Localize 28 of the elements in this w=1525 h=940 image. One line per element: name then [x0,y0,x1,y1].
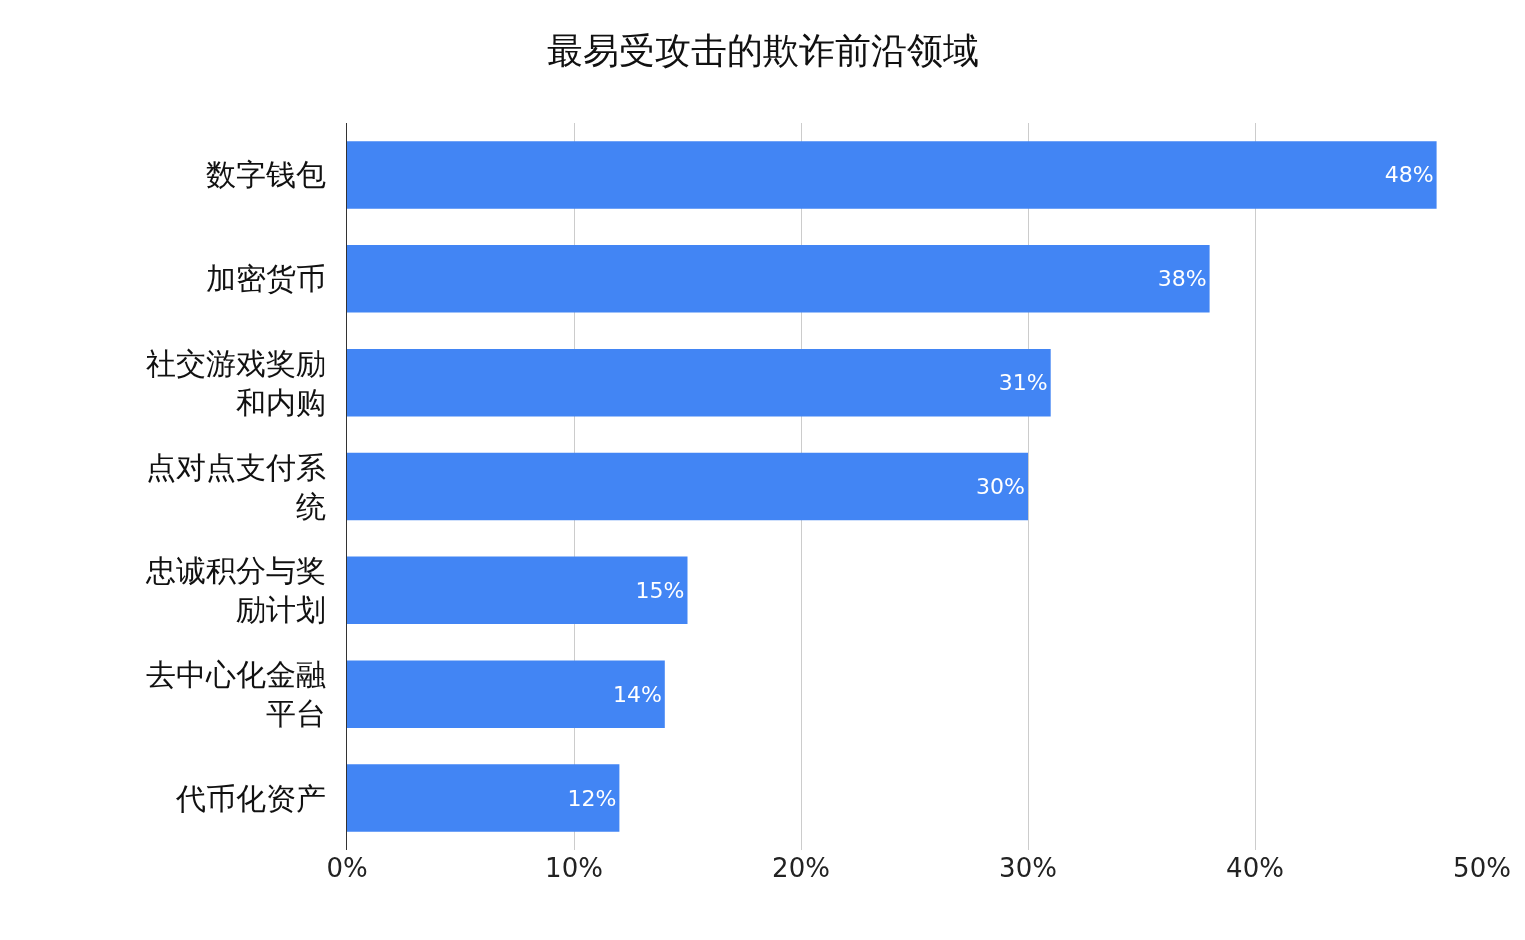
chart-title: 最易受攻击的欺诈前沿领域 [546,29,979,71]
x-tick-label: 50% [1453,853,1511,883]
bar [347,245,1210,313]
y-tick-label: 数字钱包 [206,157,326,193]
bar [347,348,1051,417]
y-tick-label: 忠诚积分与奖励计划 [145,553,326,628]
y-tick-label: 社交游戏奖励和内购 [146,345,326,420]
bar [347,452,1028,521]
bar [347,141,1437,209]
y-tick-label: 代币化资产 [175,780,326,816]
y-tick-label: 点对点支付系统 [146,449,326,524]
data-label: 48% [1384,162,1434,188]
x-tick-label: 10% [545,853,603,883]
data-label: 38% [1157,266,1207,292]
data-label: 12% [567,785,617,811]
x-tick-label: 30% [999,853,1057,883]
bar [347,764,620,832]
bar [347,660,665,728]
y-tick-label: 加密货币 [206,261,326,297]
bar [347,556,688,625]
x-tick-label: 0% [326,853,368,883]
y-tick-label: 去中心化金融平台 [146,657,326,732]
data-label: 31% [998,370,1048,396]
data-label: 30% [976,474,1025,499]
x-tick-label: 40% [1226,853,1284,883]
x-tick-label: 20% [772,853,830,883]
data-label: 14% [612,681,662,707]
data-label: 15% [635,577,685,603]
